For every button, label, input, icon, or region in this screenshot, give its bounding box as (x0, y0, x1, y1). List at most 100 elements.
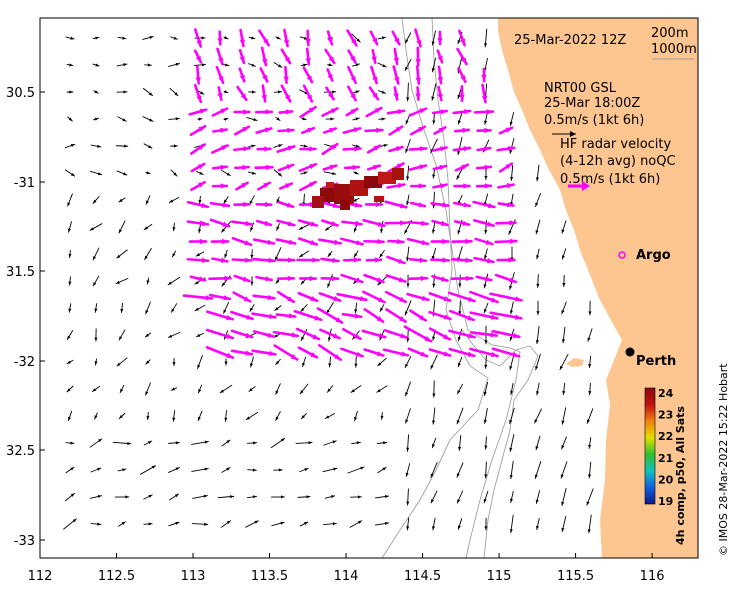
radar-avg: (4-12h avg) noQC (560, 154, 676, 169)
radar-arrow-head (264, 146, 271, 152)
model-arrow-head (560, 365, 564, 370)
model-arrow-head (330, 117, 334, 121)
radar-arrow-head (400, 333, 407, 339)
radar-arrow-head (415, 77, 421, 84)
colorbar-gradient (644, 387, 656, 505)
radar-arrow-head (421, 295, 429, 301)
model-arrow-head (276, 226, 280, 231)
colorbar-tick-label: 21 (658, 452, 673, 465)
radar-title: HF radar velocity (560, 137, 672, 152)
model-arrow-head (94, 308, 98, 313)
radar-arrow-head (372, 76, 378, 84)
radar-arrow-head (508, 257, 515, 263)
model-arrow-head (457, 94, 461, 99)
radar-arrow-head (437, 93, 443, 100)
radar-arrow-head (420, 275, 427, 282)
model-arrow-head (67, 335, 71, 340)
radar-arrow-head (437, 55, 443, 63)
model-arrow-head (535, 202, 539, 207)
model-arrow-head (586, 419, 590, 424)
model-arrow-head (509, 474, 513, 479)
model-arrow-head (432, 283, 436, 288)
argo-label: Argo (636, 248, 671, 263)
radar-arrow-head (267, 294, 275, 301)
radar-arrow-head (505, 127, 513, 133)
model-arrow-head (355, 90, 360, 94)
model-arrow-head (406, 338, 410, 342)
radar-arrow-head (443, 314, 451, 320)
model-arrow-head (509, 529, 513, 533)
y-tick-label: -32 (14, 355, 35, 370)
radar-arrow-head (351, 38, 357, 46)
model-arrow-head (250, 363, 254, 368)
radar-arrow-head (285, 109, 293, 115)
radar-arrow-head (196, 95, 202, 102)
model-arrow-head (199, 171, 204, 175)
radar-arrow-head (487, 202, 495, 209)
model-arrow-head (302, 117, 307, 121)
model-arrow-head (333, 467, 338, 471)
radar-arrow-head (396, 163, 404, 169)
model-arrow-head (358, 520, 362, 524)
radar-arrow-head (244, 240, 252, 246)
model-arrow-head (253, 441, 257, 445)
model-arrow-head (405, 66, 409, 71)
model-arrow-head (70, 36, 75, 40)
model-arrow-head (122, 118, 127, 122)
radar-arrow-head (481, 75, 487, 82)
model-arrow-head (250, 227, 254, 232)
radar-arrow-head (356, 351, 363, 357)
model-arrow-head (405, 120, 409, 125)
radar-arrow-head (288, 257, 295, 263)
radar-arrow-head (376, 351, 384, 357)
radar-arrow-head (329, 164, 337, 170)
model-arrow-head (534, 419, 538, 424)
model-arrow-head (148, 145, 152, 149)
radar-arrow-head (287, 296, 294, 302)
radar-arrow-head (359, 296, 367, 302)
radar-arrow-head (510, 238, 517, 245)
model-arrow-head (69, 63, 73, 67)
model-arrow-head (484, 526, 488, 530)
radar-arrow-head (269, 313, 276, 320)
radar-arrow-head (484, 164, 491, 171)
radar-arrow-head (375, 257, 382, 263)
model-arrow-head (226, 467, 231, 471)
radar-arrow-head (291, 332, 298, 338)
model-arrow-head (560, 474, 564, 479)
x-tick-label: 114.5 (404, 569, 441, 584)
radar-arrow-head (287, 275, 294, 282)
radar-arrow-head (372, 37, 378, 45)
model-arrow-head (201, 63, 206, 67)
radar-arrow-head (333, 333, 340, 339)
model-arrow-head (405, 419, 409, 424)
model-arrow-head (94, 117, 99, 121)
model-arrow-head (148, 494, 153, 498)
radar-arrow-head (195, 55, 201, 63)
model-arrow-head (94, 415, 98, 420)
radar-arrow-head (306, 94, 312, 102)
model-arrow-head (432, 204, 436, 208)
model-arrow-head (432, 393, 436, 398)
model-arrow-head (251, 63, 256, 67)
model-arrow-head (277, 90, 282, 94)
radar-arrow-head (460, 75, 466, 82)
model-arrow-head (405, 392, 409, 396)
model-arrow-head (354, 171, 359, 175)
model-arrow-head (561, 229, 565, 234)
model-arrow-head (196, 333, 201, 337)
radar-arrow-head (483, 146, 491, 152)
model-arrow-head (70, 467, 75, 471)
model-arrow-head (303, 522, 308, 526)
model-arrow-head (172, 253, 176, 257)
model-arrow-head (145, 360, 150, 365)
model-arrow-head (457, 525, 461, 530)
sst-patch (312, 168, 404, 210)
model-arrow-head (457, 120, 461, 125)
model-arrow-head (562, 283, 566, 287)
model-arrow-head (458, 446, 462, 451)
radar-arrow-head (222, 238, 229, 245)
model-arrow-head (483, 391, 487, 396)
model-arrow-head (198, 389, 202, 393)
model-arrow-head (301, 336, 305, 341)
